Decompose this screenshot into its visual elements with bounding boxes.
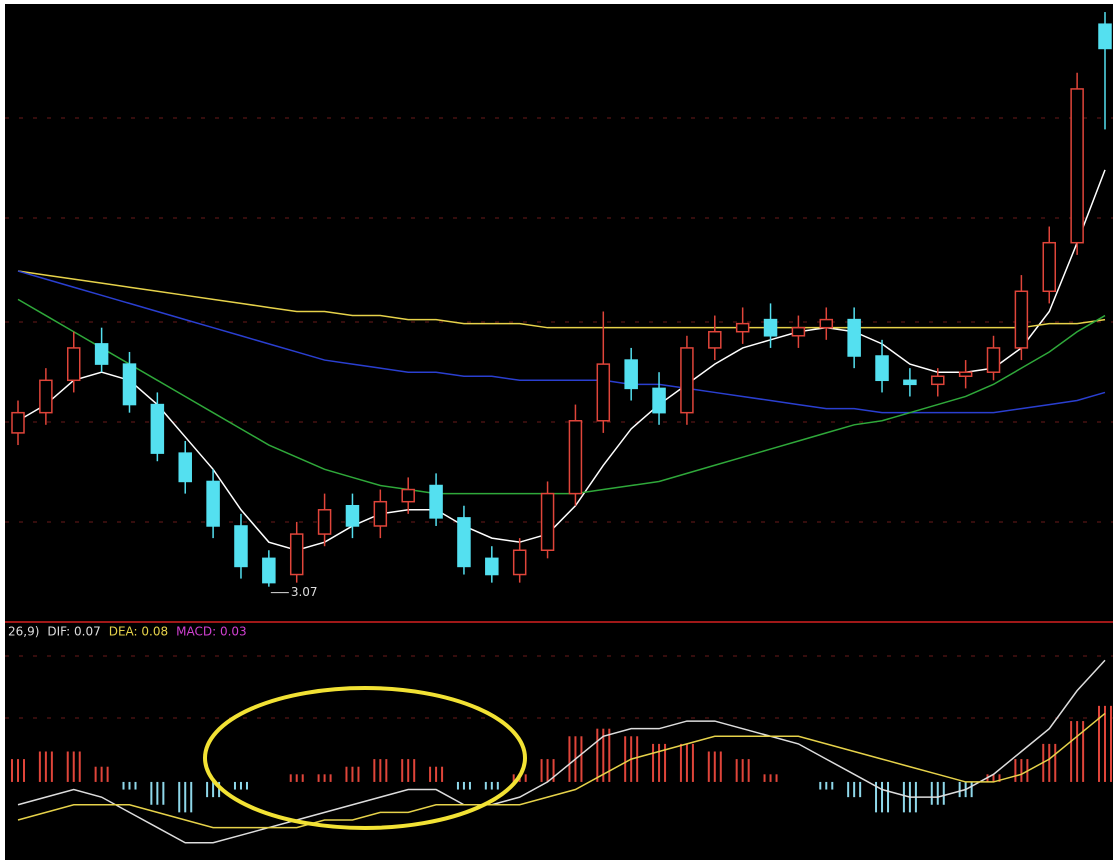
candle-body — [1070, 88, 1084, 244]
candle-body — [819, 318, 834, 329]
candle-body — [958, 371, 973, 377]
macd-header: DIF: 0.07 — [47, 625, 100, 639]
candle-body — [596, 363, 611, 422]
macd-header: MACD: 0.03 — [176, 625, 247, 639]
candle-body — [485, 557, 499, 576]
candle-body — [1042, 241, 1057, 293]
candle-body — [150, 403, 165, 454]
candle-body — [457, 517, 471, 568]
candle-body — [1014, 290, 1029, 349]
candle-body — [986, 347, 1001, 373]
candle-body — [708, 330, 722, 349]
candle-body — [429, 484, 443, 519]
macd-header: DEA: 0.08 — [109, 625, 168, 639]
candle-body — [735, 322, 750, 333]
candle-body — [373, 500, 388, 527]
candle-body — [317, 509, 332, 535]
dea-line — [17, 712, 1106, 829]
moving-average — [17, 270, 1106, 414]
candle-body — [568, 420, 583, 495]
macd-header: 26,9) — [8, 625, 39, 639]
candle-body — [289, 533, 304, 576]
low-label: 3.07 — [291, 585, 318, 599]
candle-body — [540, 492, 555, 552]
candle-body — [66, 347, 81, 382]
background — [5, 4, 1113, 860]
candle-body — [512, 549, 527, 576]
candle-body — [680, 347, 694, 414]
candle-body — [94, 343, 109, 365]
candle-body — [847, 318, 861, 357]
moving-average — [17, 298, 1106, 495]
candle-body — [206, 480, 220, 527]
candle-body — [39, 379, 53, 414]
candle-body — [652, 387, 666, 414]
candle-body — [11, 411, 25, 434]
candle-body — [763, 318, 778, 337]
candle-body — [178, 452, 192, 483]
highlight-ellipse — [203, 686, 527, 830]
moving-average — [17, 169, 1106, 552]
candle-body — [875, 355, 889, 382]
candle-body — [624, 359, 638, 390]
candle-body — [1098, 23, 1112, 50]
candle-body — [401, 488, 415, 503]
moving-average — [17, 270, 1106, 329]
candle-body — [262, 557, 276, 584]
grid — [5, 117, 1113, 719]
dif-line — [17, 659, 1106, 844]
candle-body — [345, 504, 360, 527]
candle-body — [122, 363, 137, 406]
candle-body — [931, 375, 945, 386]
candle-body — [234, 525, 248, 568]
candle-body — [791, 326, 806, 337]
price-panel: 3.07 — [11, 12, 1112, 599]
candle-body — [903, 379, 917, 386]
macd-panel: 26,9) DIF: 0.07 DEA: 0.08 MACD: 0.03 — [8, 625, 1112, 844]
